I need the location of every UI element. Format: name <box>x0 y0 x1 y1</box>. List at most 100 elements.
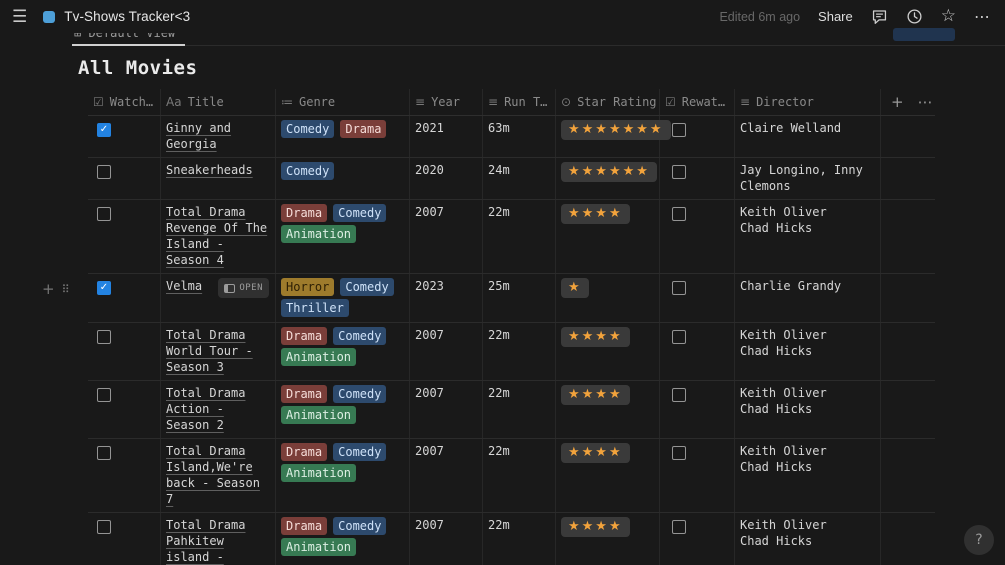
runtime-cell[interactable]: 24m <box>483 158 556 199</box>
genre-tag[interactable]: Comedy <box>281 120 335 138</box>
column-header-runt[interactable]: ≡ Run T… <box>483 89 556 115</box>
runtime-cell[interactable]: 22m <box>483 439 556 512</box>
genre-tag[interactable]: Drama <box>281 204 328 222</box>
year-cell[interactable]: 2007 <box>410 200 483 273</box>
title-link[interactable]: Total Drama Pahkitew island - Season 6 <box>166 518 246 564</box>
star-rating[interactable]: ★★★★ <box>561 517 630 537</box>
star-rating[interactable]: ★★★★★★ <box>561 162 657 182</box>
help-button[interactable]: ? <box>964 525 994 555</box>
watched-checkbox[interactable] <box>97 330 111 344</box>
rewatched-checkbox[interactable] <box>672 446 686 460</box>
title-link[interactable]: Velma <box>166 279 203 293</box>
genre-tag[interactable]: Animation <box>281 464 357 482</box>
director-cell[interactable]: Keith Oliver Chad Hicks <box>735 323 881 380</box>
comments-icon[interactable] <box>871 8 888 25</box>
star-rating[interactable]: ★★★★★★★ <box>561 120 671 140</box>
genre-tag[interactable]: Comedy <box>333 204 387 222</box>
genre-tag[interactable]: Drama <box>281 385 328 403</box>
genre-tag[interactable]: Animation <box>281 406 357 424</box>
star-rating[interactable]: ★ <box>561 278 589 298</box>
title-link[interactable]: Total Drama Island,We're back - Season 7 <box>166 444 260 506</box>
year-cell[interactable]: 2021 <box>410 116 483 157</box>
watched-checkbox[interactable] <box>97 165 111 179</box>
genre-tag[interactable]: Drama <box>281 327 328 345</box>
star-rating[interactable]: ★★★★ <box>561 204 630 224</box>
rewatched-checkbox[interactable] <box>672 207 686 221</box>
star-rating[interactable]: ★★★★ <box>561 385 630 405</box>
title-link[interactable]: Total Drama World Tour - Season 3 <box>166 328 253 374</box>
genre-tag[interactable]: Comedy <box>281 162 335 180</box>
add-row-icon[interactable]: + <box>42 280 55 298</box>
genre-tag[interactable]: Animation <box>281 538 357 556</box>
column-header-year[interactable]: ≡ Year <box>410 89 483 115</box>
watched-checkbox[interactable] <box>97 446 111 460</box>
genre-tag[interactable]: Drama <box>281 443 328 461</box>
title-link[interactable]: Ginny and Georgia <box>166 121 232 151</box>
director-cell[interactable]: Jay Longino, Inny Clemons <box>735 158 881 199</box>
title-link[interactable]: Total Drama Revenge Of The Island - Seas… <box>166 205 268 267</box>
genre-tag[interactable]: Drama <box>340 120 387 138</box>
runtime-cell[interactable]: 63m <box>483 116 556 157</box>
runtime-cell[interactable]: 22m <box>483 323 556 380</box>
director-cell[interactable]: Keith Oliver Chad Hicks <box>735 439 881 512</box>
open-button[interactable]: OPEN <box>218 278 269 298</box>
genre-tag[interactable]: Comedy <box>333 443 387 461</box>
rewatched-checkbox[interactable] <box>672 123 686 137</box>
column-header-rewat[interactable]: ☑ Rewat… <box>660 89 735 115</box>
genre-tag[interactable]: Comedy <box>333 517 387 535</box>
history-clock-icon[interactable] <box>906 8 923 25</box>
favorite-star-icon[interactable]: ☆ <box>940 6 956 26</box>
rewatched-checkbox[interactable] <box>672 520 686 534</box>
director-cell[interactable]: Claire Welland <box>735 116 881 157</box>
hamburger-menu-icon[interactable]: ☰ <box>12 6 28 27</box>
genre-tag[interactable]: Comedy <box>333 385 387 403</box>
watched-checkbox[interactable]: ✓ <box>97 281 111 295</box>
watched-checkbox[interactable]: ✓ <box>97 123 111 137</box>
runtime-cell[interactable]: 22m <box>483 381 556 438</box>
year-cell[interactable]: 2007 <box>410 513 483 565</box>
topbar-more-icon[interactable]: ⋯ <box>974 6 991 26</box>
watched-checkbox[interactable] <box>97 520 111 534</box>
year-cell[interactable]: 2007 <box>410 323 483 380</box>
watched-checkbox[interactable] <box>97 207 111 221</box>
star-rating[interactable]: ★★★★ <box>561 327 630 347</box>
column-header-genre[interactable]: ≔ Genre <box>276 89 410 115</box>
tab-default-view[interactable]: ⊞ Default View <box>72 33 186 46</box>
director-cell[interactable]: Keith Oliver Chad Hicks <box>735 513 881 565</box>
genre-tag[interactable]: Horror <box>281 278 335 296</box>
genre-tag[interactable]: Thriller <box>281 299 349 317</box>
director-cell[interactable]: Keith Oliver Chad Hicks <box>735 381 881 438</box>
column-header-director[interactable]: ≡ Director <box>735 89 881 115</box>
runtime-cell[interactable]: 22m <box>483 200 556 273</box>
year-cell[interactable]: 2020 <box>410 158 483 199</box>
genre-tag[interactable]: Drama <box>281 517 328 535</box>
title-link[interactable]: Total Drama Action - Season 2 <box>166 386 246 432</box>
genre-tag[interactable]: Animation <box>281 225 357 243</box>
year-value: 2020 <box>415 163 444 177</box>
new-button-partial[interactable] <box>893 28 955 41</box>
table-more-button[interactable]: ⋯ <box>917 93 933 111</box>
rewatched-checkbox[interactable] <box>672 165 686 179</box>
watched-checkbox[interactable] <box>97 388 111 402</box>
runtime-cell[interactable]: 22m <box>483 513 556 565</box>
genre-tag[interactable]: Animation <box>281 348 357 366</box>
genre-tag[interactable]: Comedy <box>340 278 394 296</box>
add-column-button[interactable]: + <box>891 93 904 111</box>
year-cell[interactable]: 2007 <box>410 439 483 512</box>
rewatched-checkbox[interactable] <box>672 281 686 295</box>
director-cell[interactable]: Keith Oliver Chad Hicks <box>735 200 881 273</box>
column-header-starrating[interactable]: ⊙ Star Rating <box>556 89 660 115</box>
runtime-cell[interactable]: 25m <box>483 274 556 322</box>
rewatched-checkbox[interactable] <box>672 388 686 402</box>
year-cell[interactable]: 2023 <box>410 274 483 322</box>
star-rating[interactable]: ★★★★ <box>561 443 630 463</box>
title-link[interactable]: Sneakerheads <box>166 163 253 177</box>
column-header-title[interactable]: Aa Title <box>161 89 276 115</box>
year-cell[interactable]: 2007 <box>410 381 483 438</box>
drag-handle-icon[interactable]: ⠿ <box>61 282 70 296</box>
director-cell[interactable]: Charlie Grandy <box>735 274 881 322</box>
share-button[interactable]: Share <box>818 9 853 24</box>
genre-tag[interactable]: Comedy <box>333 327 387 345</box>
rewatched-checkbox[interactable] <box>672 330 686 344</box>
column-header-watch[interactable]: ☑ Watch… <box>88 89 161 115</box>
